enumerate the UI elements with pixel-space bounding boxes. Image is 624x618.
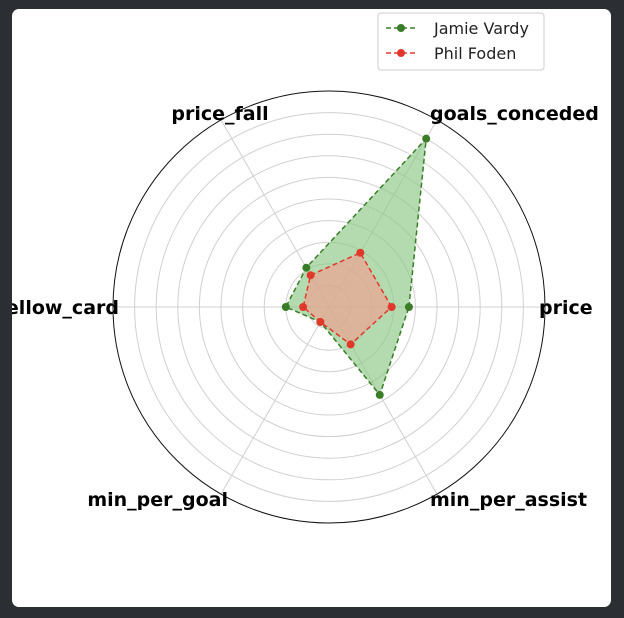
legend-entry-phil-foden: Phil Foden (386, 44, 516, 63)
axis-label-price: price (539, 297, 593, 319)
axis-label-min-per-assist: min_per_assist (430, 489, 587, 511)
data-point-jamie-vardy (422, 134, 431, 143)
data-point-jamie-vardy (404, 303, 413, 311)
legend-marker-phil-foden (397, 49, 405, 57)
axis-label-price-fall: price_fall (171, 103, 268, 125)
axis-labels: price goals_conceded price_fall yellow_card… (12, 103, 599, 511)
chart-card: price goals_conceded price_fall yellow_card… (12, 9, 611, 607)
data-point-phil-foden (387, 303, 396, 311)
axis-label-min-per-goal: min_per_goal (87, 489, 228, 511)
legend: Jamie Vardy Phil Foden (377, 12, 545, 71)
data-point-jamie-vardy (302, 263, 311, 272)
data-point-phil-foden (346, 340, 355, 349)
legend-box (377, 12, 545, 71)
data-point-jamie-vardy (375, 390, 384, 399)
axis-label-yellow-card: yellow_card (12, 297, 119, 319)
radar-series (281, 134, 431, 399)
data-point-phil-foden (299, 303, 308, 311)
legend-marker-jamie-vardy (397, 24, 405, 32)
axis-label-goals-conceded: goals_conceded (430, 103, 599, 125)
grid-spoke (220, 306, 330, 495)
legend-label-phil-foden: Phil Foden (434, 44, 516, 63)
data-point-phil-foden (306, 271, 315, 280)
data-point-phil-foden (356, 248, 365, 257)
data-point-jamie-vardy (281, 303, 290, 311)
outer-frame (112, 90, 546, 524)
legend-label-jamie-vardy: Jamie Vardy (433, 19, 529, 38)
radar-chart: price goals_conceded price_fall yellow_card… (12, 12, 599, 524)
series-area-phil-foden (303, 252, 392, 345)
legend-entry-jamie-vardy: Jamie Vardy (386, 19, 529, 38)
data-point-phil-foden (316, 317, 325, 326)
